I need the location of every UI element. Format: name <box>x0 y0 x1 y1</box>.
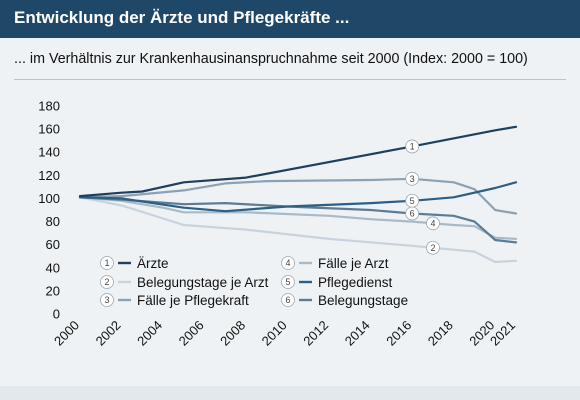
legend-label-5: Pflegedienst <box>318 275 393 290</box>
x-tick-label: 2006 <box>176 318 207 349</box>
legend-number-badge <box>100 275 114 289</box>
y-axis: 0 20 40 60 80 100 120 140 160 180 <box>38 99 60 322</box>
series-marker-4 <box>426 216 440 231</box>
series-marker-number: 4 <box>430 218 435 228</box>
series-line-4 <box>78 196 518 240</box>
series-marker-number: 2 <box>430 243 435 253</box>
series-marker-6 <box>405 206 420 221</box>
legend-number: 1 <box>104 258 109 268</box>
legend-number: 6 <box>285 295 290 305</box>
legend-label-1: Ärzte <box>137 256 169 271</box>
chart-title: Entwicklung der Ärzte und Pflegekräfte .… <box>14 8 350 27</box>
legend: 1 Ärzte 2 Belegungstage je Arzt 3 Fälle je Pf… <box>100 256 408 308</box>
x-tick-label: 2021 <box>487 318 518 349</box>
series-line-2 <box>78 196 518 264</box>
legend-number-badge <box>281 275 295 289</box>
divider <box>14 79 566 80</box>
x-tick-label: 2010 <box>259 318 290 349</box>
series-lines <box>78 125 518 264</box>
y-tick-label: 20 <box>46 283 60 298</box>
series-marker-number: 5 <box>410 196 415 206</box>
series-marker-number: 3 <box>410 174 415 184</box>
y-tick-label: 120 <box>38 168 60 183</box>
x-tick-label: 2018 <box>425 318 456 349</box>
series-marker-number: 6 <box>410 209 415 219</box>
legend-number-badge <box>281 293 295 307</box>
x-axis: 2000 2002 2004 2006 2008 2010 2012 2014 2016 2018… <box>51 318 518 349</box>
legend-number: 5 <box>285 277 290 287</box>
x-tick-label: 2004 <box>134 318 165 349</box>
legend-number-badge <box>281 256 295 270</box>
legend-number: 4 <box>285 258 290 268</box>
legend-number: 3 <box>104 295 109 305</box>
y-tick-label: 100 <box>38 191 60 206</box>
series-line-6 <box>78 196 518 244</box>
legend-label-4: Fälle je Arzt <box>318 256 389 271</box>
y-tick-label: 0 <box>53 307 60 322</box>
series-marker-1 <box>405 139 420 154</box>
y-tick-label: 180 <box>38 99 60 114</box>
y-tick-label: 140 <box>38 145 60 160</box>
title-bar: Entwicklung der Ärzte und Pflegekräfte .… <box>0 0 580 38</box>
chart-subtitle: ... im Verhältnis zur Krankenhausinanspr… <box>14 51 528 67</box>
legend-label-3: Fälle je Pflegekraft <box>137 293 249 308</box>
x-tick-label: 2012 <box>300 318 331 349</box>
x-tick-label: 2000 <box>51 318 82 349</box>
x-tick-label: 2014 <box>342 318 373 349</box>
series-markers: 1 2 3 4 5 6 <box>405 139 440 255</box>
y-tick-label: 40 <box>46 260 60 275</box>
legend-number: 2 <box>104 277 109 287</box>
x-tick-label: 2002 <box>93 318 124 349</box>
legend-number-badge <box>100 293 114 307</box>
series-marker-number: 1 <box>410 142 415 152</box>
legend-label-6: Belegungstage <box>318 293 408 308</box>
y-tick-label: 60 <box>46 237 60 252</box>
series-line-1 <box>78 125 518 198</box>
legend-number-badge <box>100 256 114 270</box>
x-tick-label: 2008 <box>217 318 248 349</box>
legend-label-2: Belegungstage je Arzt <box>137 275 269 290</box>
series-marker-2 <box>426 240 440 255</box>
series-line-5 <box>78 181 518 213</box>
series-marker-3 <box>405 171 420 186</box>
y-tick-label: 160 <box>38 122 60 137</box>
y-tick-label: 80 <box>46 214 60 229</box>
x-tick-label: 2016 <box>383 318 414 349</box>
series-line-3 <box>78 177 518 215</box>
footer-strip <box>0 386 580 400</box>
